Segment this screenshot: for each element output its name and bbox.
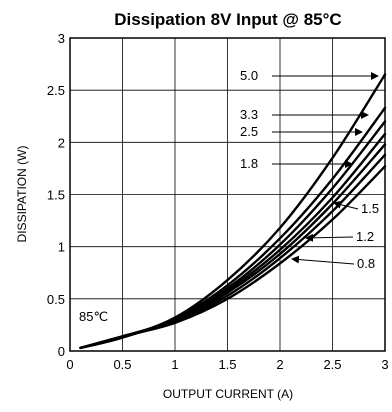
series-label-1-8: 1.8	[240, 156, 258, 171]
x-tick-label-6: 3	[381, 357, 388, 372]
series-labels: 5.0 3.3 2.5 1.8 1.5 1.2 0.8	[240, 68, 379, 271]
y-tick-label-2: 1	[58, 240, 65, 255]
series-line-3-3	[79, 106, 387, 350]
x-tick-label-1: 0.5	[113, 357, 131, 372]
grid	[69, 37, 386, 352]
y-tick-label-5: 2.5	[47, 83, 65, 98]
x-tick-labels: 0 0.5 1 1.5 2 2.5 3	[66, 357, 388, 372]
y-axis-label: DISSIPATION (W)	[15, 146, 29, 243]
series-line-1-8	[79, 132, 387, 350]
series-label-1-5: 1.5	[361, 201, 379, 216]
leader-arrow-1-2	[305, 233, 354, 242]
x-tick-label-4: 2	[276, 357, 283, 372]
leader-arrow-0-8	[291, 255, 355, 265]
series-label-1-2: 1.2	[356, 229, 374, 244]
temperature-annotation: 85℃	[79, 309, 108, 324]
y-tick-label-1: 0.5	[47, 292, 65, 307]
series-label-3-3: 3.3	[240, 107, 258, 122]
plot-frame	[69, 37, 386, 352]
x-tick-label-3: 1.5	[218, 357, 236, 372]
series-line-1-2	[79, 153, 387, 350]
chart-title: Dissipation 8V Input @ 85°C	[114, 10, 341, 29]
series-line-0-8	[79, 165, 387, 350]
y-tick-label-0: 0	[58, 344, 65, 359]
x-tick-label-0: 0	[66, 357, 73, 372]
series-line-1-5	[79, 143, 387, 350]
y-tick-label-6: 3	[58, 31, 65, 46]
series-line-2-5	[79, 120, 387, 350]
series-curves	[79, 73, 387, 350]
leader-arrow-1-5	[333, 200, 359, 210]
y-tick-label-4: 2	[58, 135, 65, 150]
x-axis-label: OUTPUT CURRENT (A)	[163, 387, 293, 401]
y-tick-label-3: 1.5	[47, 188, 65, 203]
series-label-0-8: 0.8	[357, 256, 375, 271]
series-label-5-0: 5.0	[240, 68, 258, 83]
y-tick-labels: 0 0.5 1 1.5 2 2.5 3	[47, 31, 65, 359]
series-label-2-5: 2.5	[240, 124, 258, 139]
x-tick-label-2: 1	[171, 357, 178, 372]
series-line-5-0	[79, 73, 387, 350]
x-tick-label-5: 2.5	[323, 357, 341, 372]
